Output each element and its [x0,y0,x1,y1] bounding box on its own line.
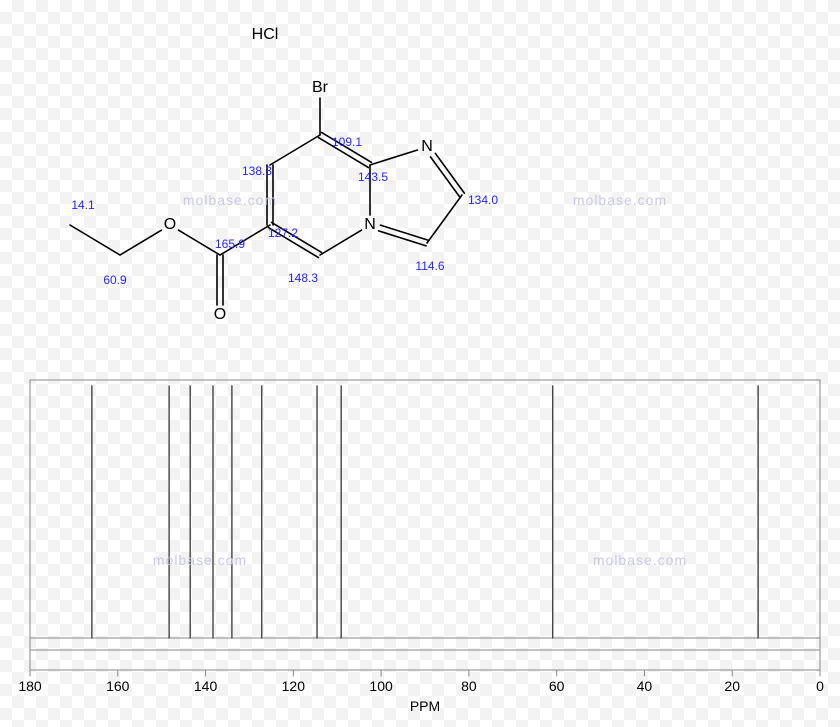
axis-tick-label: 120 [282,678,305,694]
axis-tick-label: 0 [816,678,824,694]
spectrum-panel: 180 160 140 120 100 80 60 40 20 0 molbase.com molb… [0,0,840,727]
watermark: molbase.com [153,552,247,568]
axis-tick-label: 100 [369,678,392,694]
axis-label-ppm: PPM [410,698,440,714]
axis-tick-label: 20 [724,678,740,694]
axis-tick-label: 180 [18,678,41,694]
axis-tick-label: 140 [194,678,217,694]
axis-tick-label: 80 [461,678,477,694]
axis-tick-label: 160 [106,678,129,694]
spectrum-svg [0,0,840,727]
watermark: molbase.com [593,552,687,568]
axis-tick-label: 60 [549,678,565,694]
axis-tick-label: 40 [637,678,653,694]
